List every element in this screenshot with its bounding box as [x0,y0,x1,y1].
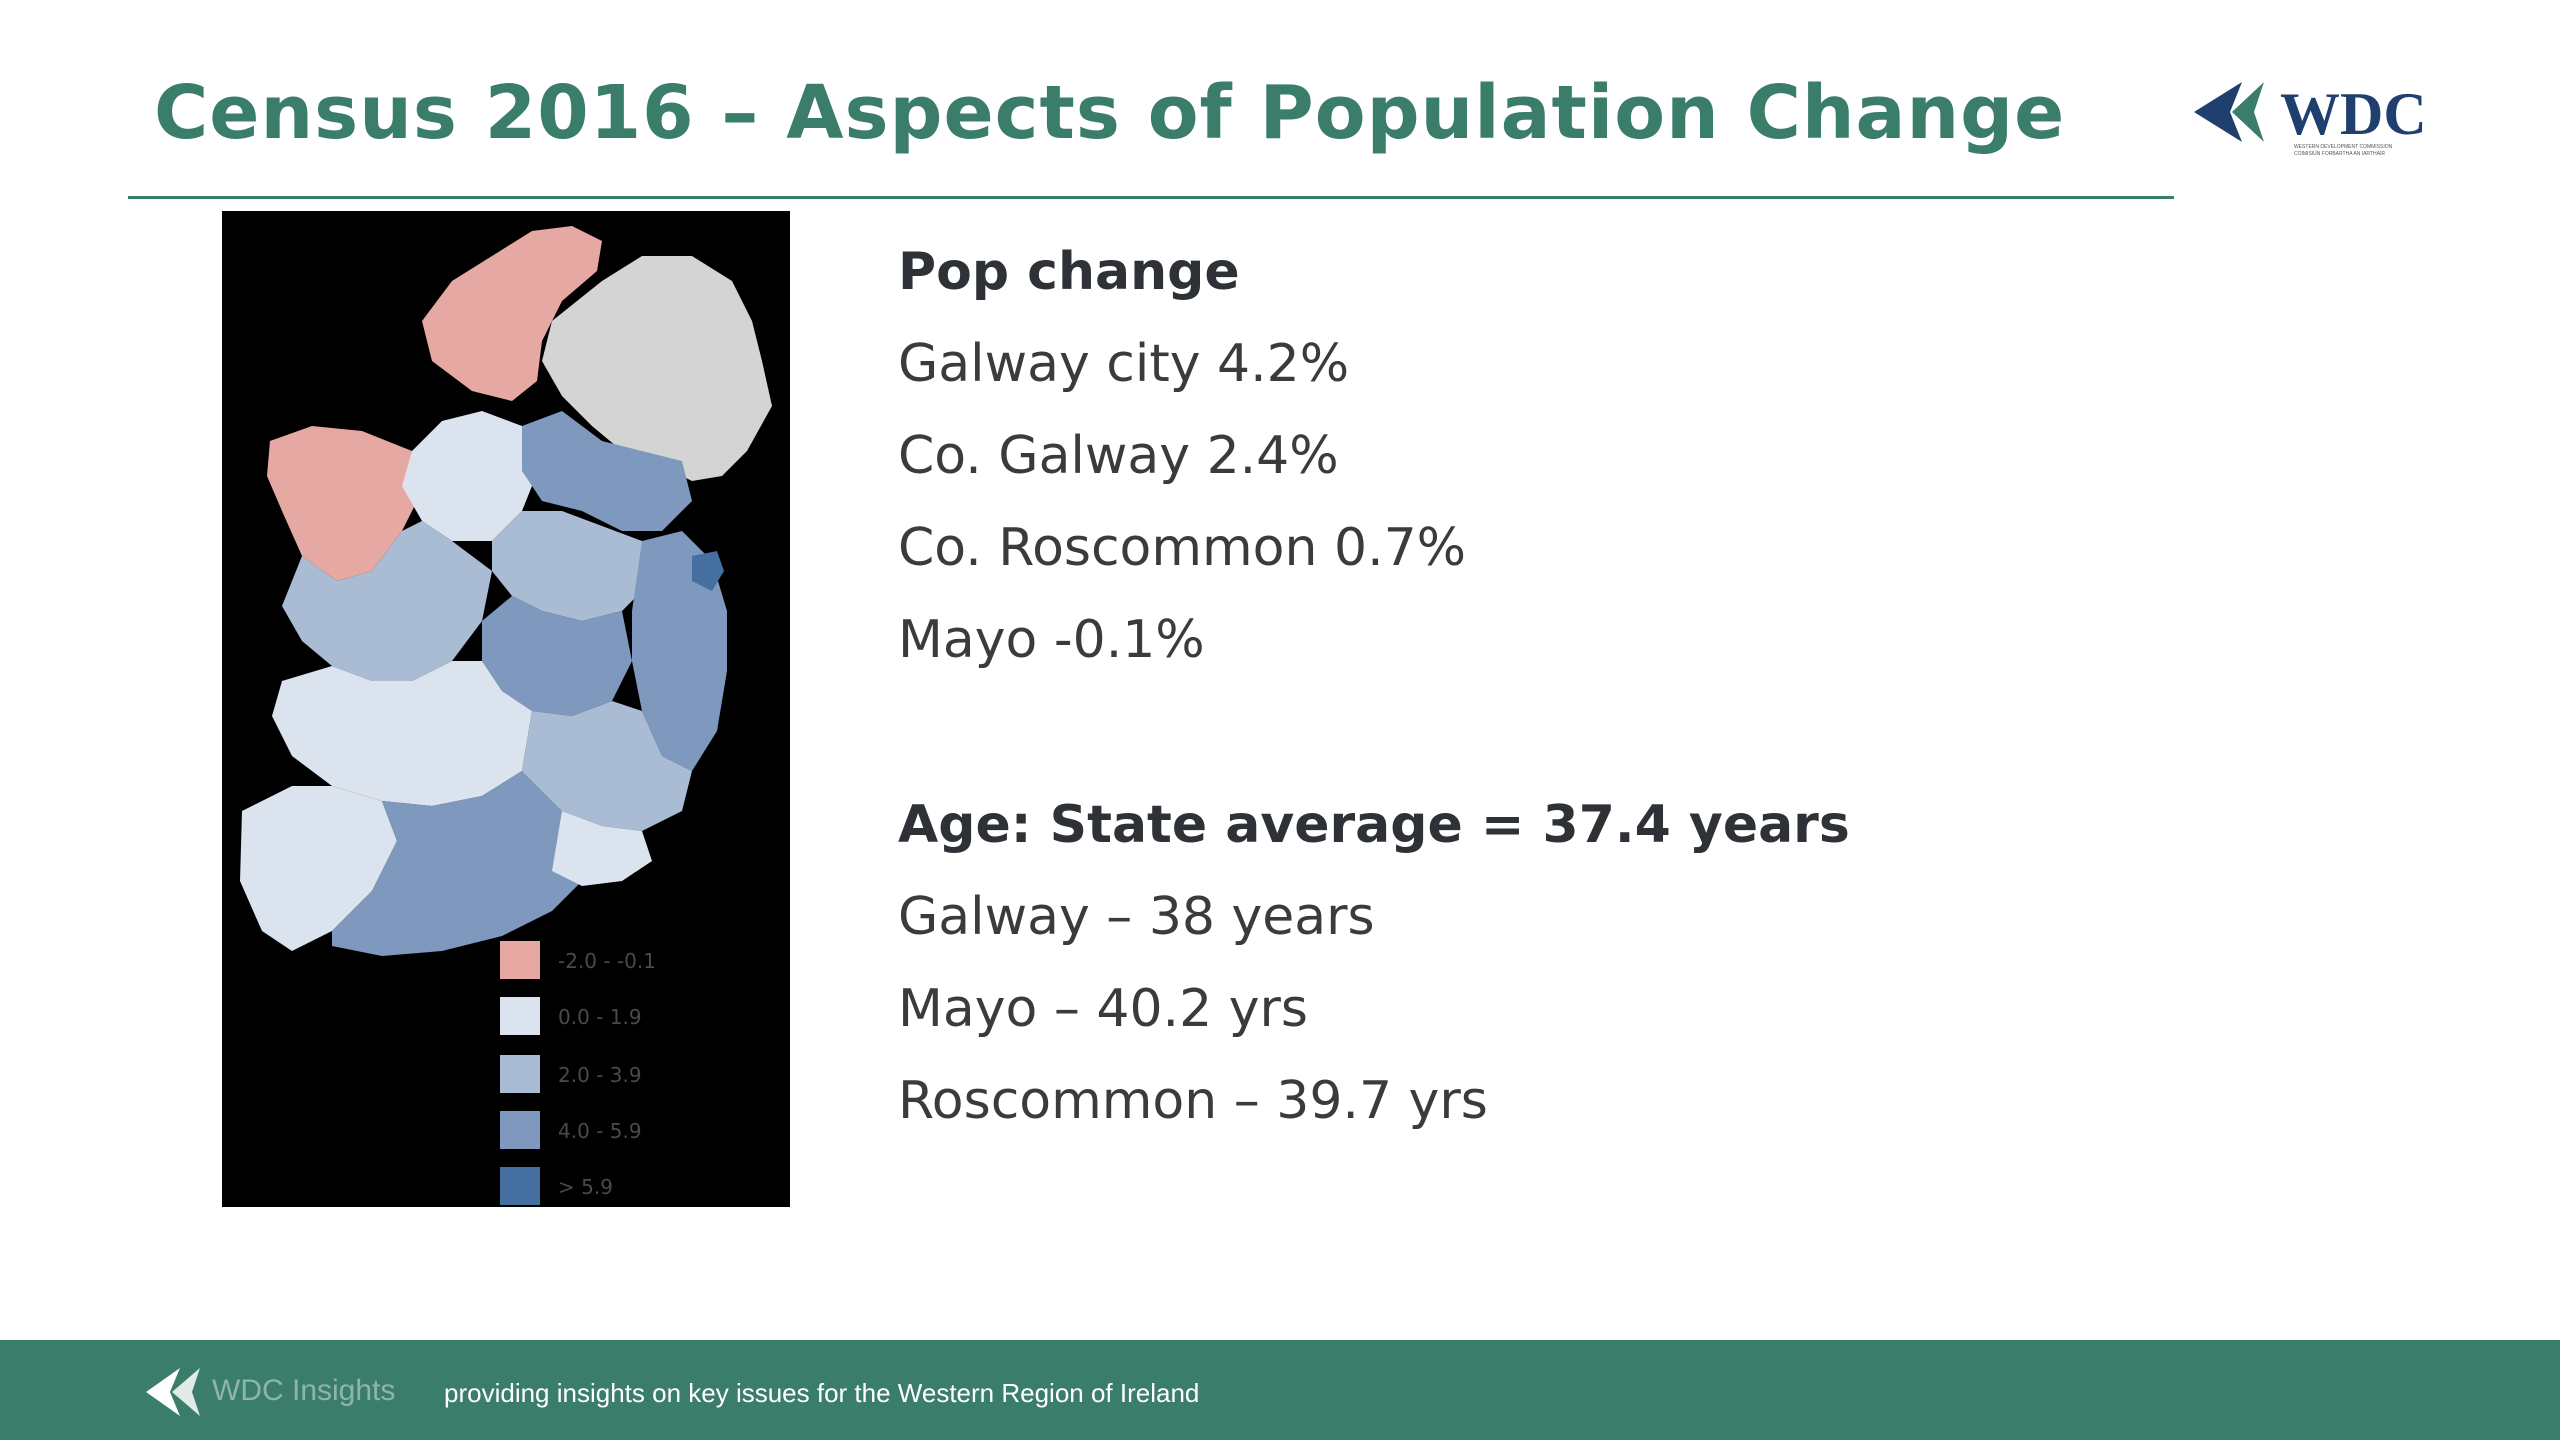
population-change-map: -2.0 - -0.1 0.0 - 1.9 2.0 - 3.9 4.0 - 5.… [222,211,790,1207]
legend-swatch [500,997,540,1035]
age-item: Galway – 38 years [898,887,1375,947]
age-item: Mayo – 40.2 yrs [898,979,1308,1039]
legend-item: 4.0 - 5.9 [500,1111,720,1151]
legend-label: 0.0 - 1.9 [558,1005,642,1029]
footer-brand: WDC Insights [212,1374,396,1407]
pop-change-item: Co. Galway 2.4% [898,426,1339,486]
legend-item: 0.0 - 1.9 [500,997,720,1037]
legend-label: 4.0 - 5.9 [558,1119,642,1143]
wdc-chevron-icon [2194,82,2264,142]
ireland-map-graphic [240,226,772,956]
footer-tagline: providing insights on key issues for the… [444,1378,1200,1408]
legend-item: -2.0 - -0.1 [500,941,720,981]
legend-label: 2.0 - 3.9 [558,1063,642,1087]
legend-item: > 5.9 [500,1167,720,1207]
logo-tagline: WESTERN DEVELOPMENT COMMISSION [2294,144,2393,150]
legend-swatch [500,1055,540,1093]
legend-swatch [500,1167,540,1205]
pop-change-item: Galway city 4.2% [898,334,1350,394]
footer-bar: WDC Insights providing insights on key i… [0,1340,2560,1440]
pop-change-item: Mayo -0.1% [898,610,1205,670]
pop-change-heading: Pop change [898,242,1240,302]
logo-tagline-irish: COIMISIÚN FORBARTHA AN IARTHAIR [2294,151,2385,157]
logo-text: WDC [2280,81,2427,147]
legend-label: > 5.9 [558,1175,613,1199]
wdc-chevron-icon [146,1368,200,1416]
pop-change-item: Co. Roscommon 0.7% [898,518,1467,578]
legend-swatch [500,1111,540,1149]
slide-title: Census 2016 – Aspects of Population Chan… [154,70,2066,156]
age-heading: Age: State average = 37.4 years [898,795,1850,855]
title-divider [128,196,2174,199]
legend-label: -2.0 - -0.1 [558,949,656,973]
legend-swatch [500,941,540,979]
age-item: Roscommon – 39.7 yrs [898,1071,1488,1131]
legend-item: 2.0 - 3.9 [500,1055,720,1095]
wdc-logo: WDC WESTERN DEVELOPMENT COMMISSION COIMI… [2192,78,2432,168]
